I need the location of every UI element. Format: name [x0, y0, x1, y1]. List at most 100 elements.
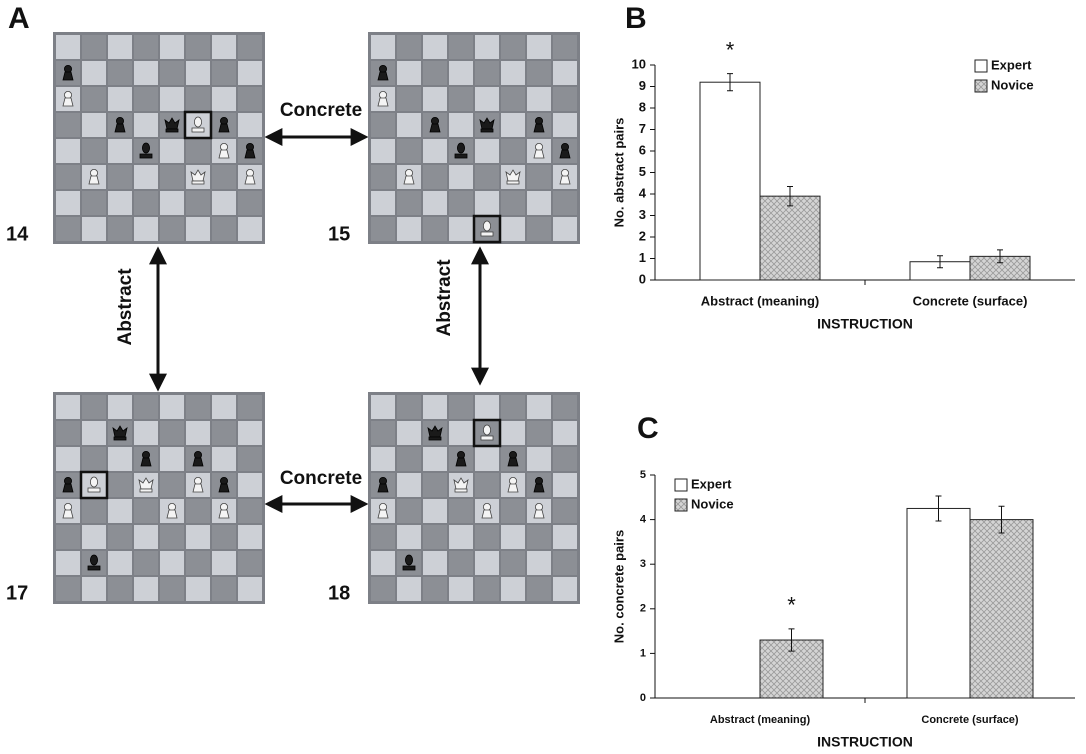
square: [160, 87, 184, 111]
piece: [509, 451, 516, 458]
piece: [168, 503, 175, 510]
square: [371, 395, 395, 419]
y-tick-label: 0: [640, 692, 646, 704]
square: [160, 395, 184, 419]
annotation: *: [726, 37, 735, 62]
piece: [457, 451, 464, 458]
square: [371, 35, 395, 59]
piece: [457, 143, 464, 153]
square: [186, 551, 210, 575]
piece: [167, 510, 177, 518]
piece: [535, 117, 542, 124]
square: [56, 139, 80, 163]
piece: [64, 91, 71, 98]
piece: [560, 150, 570, 158]
square: [238, 217, 262, 241]
square: [212, 395, 236, 419]
x-tick-label: Concrete (surface): [913, 293, 1028, 308]
square: [475, 551, 499, 575]
piece: [534, 150, 544, 158]
square: [56, 447, 80, 471]
square: [423, 87, 447, 111]
piece: [115, 124, 125, 132]
piece: [508, 458, 518, 466]
legend-label: Novice: [991, 77, 1034, 92]
square: [527, 577, 551, 601]
piece: [140, 489, 152, 492]
square: [82, 139, 106, 163]
piece: [245, 150, 255, 158]
piece: [507, 181, 519, 184]
square: [475, 61, 499, 85]
square: [160, 525, 184, 549]
square: [56, 395, 80, 419]
square: [186, 217, 210, 241]
square: [423, 499, 447, 523]
piece: [219, 510, 229, 518]
square: [186, 35, 210, 59]
piece: [246, 143, 253, 150]
piece: [63, 98, 73, 106]
square: [371, 191, 395, 215]
piece: [534, 510, 544, 518]
square: [212, 447, 236, 471]
square: [56, 113, 80, 137]
piece: [194, 477, 201, 484]
panel-label: C: [637, 412, 659, 445]
panel-label: B: [625, 2, 647, 35]
link-label: Abstract: [434, 259, 455, 337]
square: [160, 473, 184, 497]
square: [56, 217, 80, 241]
piece: [219, 124, 229, 132]
piece: [403, 566, 415, 570]
square: [160, 165, 184, 189]
square: [475, 139, 499, 163]
square: [475, 525, 499, 549]
square: [108, 61, 132, 85]
square: [501, 87, 525, 111]
link-label: Concrete: [280, 468, 362, 489]
square: [371, 165, 395, 189]
legend-swatch: [975, 80, 987, 92]
piece: [560, 176, 570, 184]
square: [501, 217, 525, 241]
piece: [141, 458, 151, 466]
square: [501, 61, 525, 85]
square: [212, 191, 236, 215]
square: [134, 577, 158, 601]
square: [371, 551, 395, 575]
square: [108, 447, 132, 471]
square: [397, 61, 421, 85]
square: [212, 421, 236, 445]
square: [160, 217, 184, 241]
square: [397, 499, 421, 523]
square: [371, 139, 395, 163]
square: [108, 525, 132, 549]
square: [82, 87, 106, 111]
legend-swatch: [675, 499, 687, 511]
square: [553, 473, 577, 497]
square: [212, 577, 236, 601]
y-tick-label: 7: [639, 121, 646, 136]
y-tick-label: 2: [639, 228, 646, 243]
square: [82, 217, 106, 241]
piece: [482, 510, 492, 518]
square: [449, 499, 473, 523]
piece: [116, 117, 123, 124]
square: [134, 35, 158, 59]
square: [134, 499, 158, 523]
square: [397, 473, 421, 497]
piece: [89, 176, 99, 184]
page: A 14 15 17 18 Concrete Concrete Abstract…: [0, 0, 1086, 754]
square: [108, 395, 132, 419]
square: [423, 35, 447, 59]
piece: [220, 117, 227, 124]
y-tick-label: 5: [639, 164, 646, 179]
square: [212, 35, 236, 59]
x-axis-label: INSTRUCTION: [817, 734, 913, 749]
piece: [378, 510, 388, 518]
square: [212, 87, 236, 111]
square: [527, 421, 551, 445]
piece: [379, 65, 386, 72]
square: [134, 87, 158, 111]
